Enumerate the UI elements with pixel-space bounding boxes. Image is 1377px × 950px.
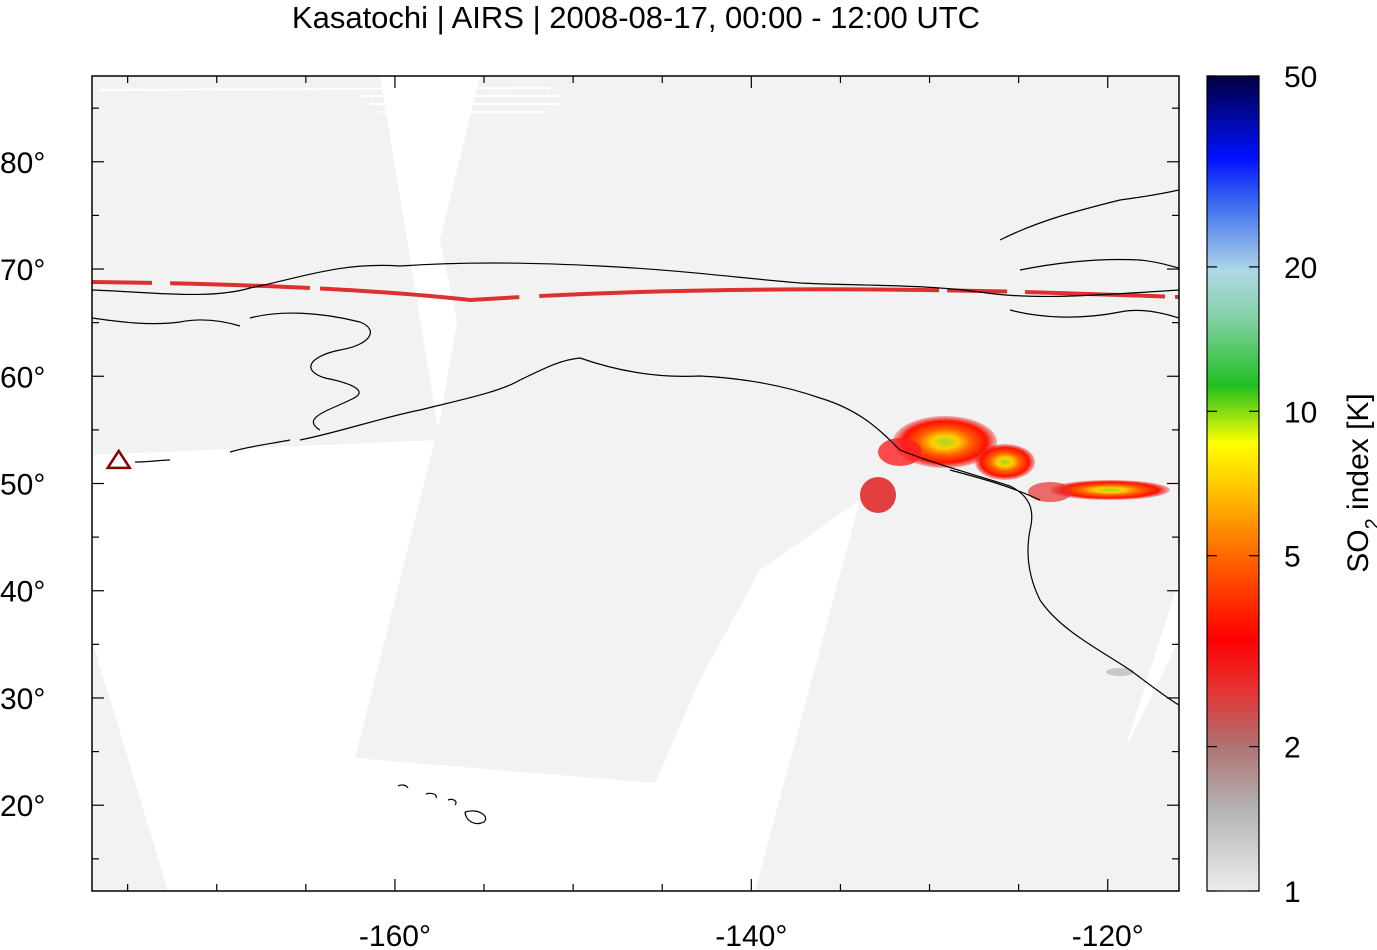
so2-signal-layer [92,280,1179,676]
colorbar-tick-labels: 1 2 5 10 20 50 [1284,61,1317,909]
colorbar-tick-label: 20 [1284,252,1317,285]
colorbar-tick-label: 1 [1284,876,1301,909]
so2-plume [975,444,1035,480]
y-tick-label: 30° [0,683,45,716]
coastline-layer [92,189,1179,825]
swath [440,76,560,345]
y-tick-label: 80° [0,147,45,180]
colorbar-ticks [1207,75,1259,892]
axis-ticks [92,76,1179,891]
y-tick-label: 40° [0,576,45,609]
swath [92,76,440,455]
coastline [299,357,901,451]
coastline [1019,258,1179,271]
coastline [92,317,241,327]
map-title: Kasatochi | AIRS | 2008-08-17, 00:00 - 1… [291,0,981,35]
swath-gaps [99,87,560,113]
coastline [464,810,487,825]
coastline [999,189,1179,241]
x-tick-label: -160° [359,920,431,950]
coastline [249,312,371,431]
so2-weak [1106,668,1134,676]
coastline [397,784,409,789]
x-tick-label: -140° [715,920,787,950]
so2-plume [860,477,896,513]
swath [1045,640,1179,891]
kasatochi-volcano-marker [105,448,133,470]
coastline [92,262,1179,298]
colorbar-tick-label: 2 [1284,732,1301,765]
coastline [1009,309,1179,319]
colorbar-tick-label: 50 [1284,61,1317,94]
coastline [899,449,1179,706]
y-tick-label: 60° [0,361,45,394]
so2-plume [1050,480,1170,500]
coastline [447,798,457,806]
colorbar: 1 2 5 10 20 50 SO2 index [K] [1206,61,1377,909]
colorbar-tick-label: 10 [1284,396,1317,429]
y-tick-label: 70° [0,254,45,287]
so2-plume [1028,482,1072,502]
airs-swath-layer [92,76,1179,891]
swath [355,76,1179,891]
map-plot-area [92,76,1179,891]
so2-plume [878,438,922,466]
colorbar-gradient [1206,75,1260,892]
coastline [949,469,1041,501]
swath [92,640,168,891]
x-tick-label: -120° [1072,920,1144,950]
colorbar-tick-label: 5 [1284,541,1301,574]
coastline [229,439,291,453]
y-tick-label: 50° [0,469,45,502]
coastline [134,459,171,463]
colorbar-label: SO2 index [K] [1342,393,1377,573]
axis-labels: -160° -140° -120° 20° 30° 40° 50° 60° 70° 80° [0,147,1144,950]
y-tick-label: 20° [0,790,45,823]
coastline [425,792,437,799]
